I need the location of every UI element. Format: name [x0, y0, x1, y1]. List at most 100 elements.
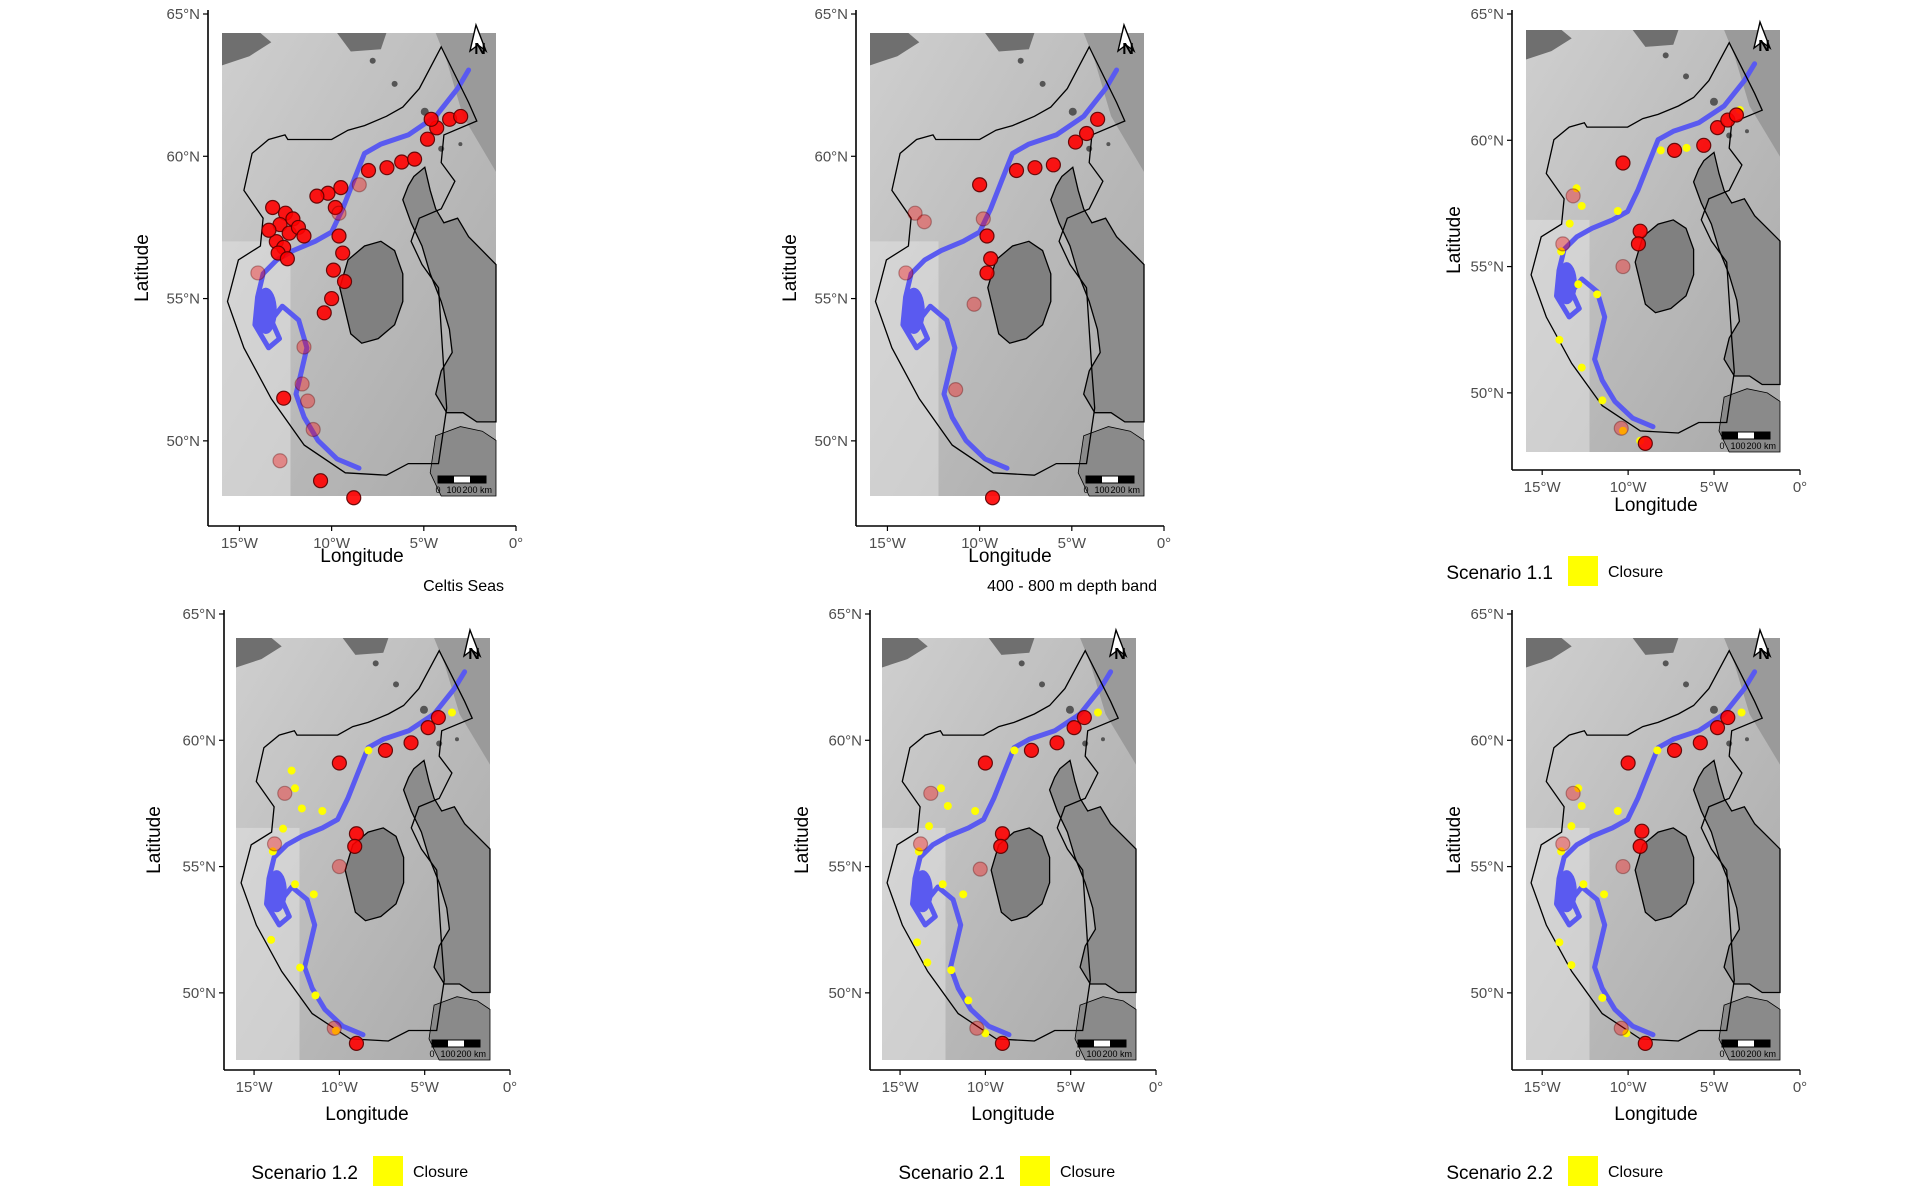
closure-point	[943, 801, 952, 810]
island	[1709, 705, 1718, 714]
legend-label: Closure	[1608, 1164, 1663, 1181]
closure-point	[1093, 708, 1102, 717]
scale-label: 100	[446, 485, 461, 495]
x-tick-label: 0°	[509, 535, 523, 552]
greenland-land	[222, 33, 272, 66]
deep-sea-shading	[236, 827, 300, 1060]
x-tick-label: 10°W	[967, 1079, 1005, 1096]
legend-closure-key	[373, 1156, 403, 1186]
north-arrow-icon	[1116, 22, 1136, 54]
x-tick-label: 15°W	[1524, 479, 1562, 496]
island	[1068, 107, 1077, 116]
vme-record-point	[979, 265, 995, 281]
closure-point	[937, 784, 946, 793]
x-tick-label: 15°W	[236, 1079, 274, 1096]
y-tick-label: 55°N	[166, 291, 200, 308]
x-tick-label: 5°W	[1058, 535, 1087, 552]
closure-point	[1600, 890, 1609, 899]
vme-record-point	[1615, 155, 1631, 171]
depth-band-porcupine	[254, 287, 277, 334]
y-tick-label: 50°N	[182, 985, 216, 1002]
vme-record-point	[312, 473, 329, 489]
north-arrow-label: N	[1758, 646, 1770, 663]
closure-point	[1682, 143, 1691, 152]
legend-title: Scenario 1.1	[1446, 563, 1553, 584]
closure-point	[1653, 746, 1662, 755]
island	[419, 705, 428, 714]
island	[454, 737, 459, 742]
deep-sea-shading	[870, 241, 939, 496]
closure-point	[291, 784, 300, 793]
vme-record-point	[1666, 742, 1683, 758]
vme-record-point	[916, 214, 932, 230]
island	[1709, 97, 1718, 106]
closure-point	[279, 824, 288, 833]
island	[1018, 660, 1025, 667]
scale-label: 200	[462, 485, 477, 495]
y-tick-label: 55°N	[814, 291, 848, 308]
vme-record-point	[1692, 735, 1708, 751]
vme-record-point	[1613, 1020, 1629, 1036]
greenland-land	[882, 638, 928, 668]
closure-point	[981, 1029, 990, 1038]
x-tick-label: 5°W	[410, 1079, 439, 1096]
island	[372, 660, 379, 667]
island	[369, 57, 376, 64]
vme-record-point	[972, 861, 988, 877]
closure-point	[1579, 880, 1588, 889]
iceland-land	[1632, 30, 1679, 47]
scale-bar-segment	[1078, 1040, 1094, 1047]
greenland-land	[236, 638, 282, 668]
island	[1683, 73, 1690, 80]
vme-record-point	[994, 826, 1011, 842]
north-arrow-label: N	[468, 646, 480, 663]
iceland-land	[1632, 638, 1679, 655]
x-tick-label: 15°W	[221, 535, 259, 552]
x-tick-label: 0°	[1157, 535, 1171, 552]
scale-label: 200	[1102, 1049, 1117, 1059]
ireland-land	[339, 240, 404, 344]
vme-record-point	[977, 755, 993, 771]
ecoregion-boundary	[240, 649, 474, 1042]
y-tick-label: 50°N	[1470, 385, 1504, 402]
island	[458, 142, 463, 147]
ecoregion-boundary	[1530, 649, 1764, 1042]
scale-bar-segment	[1754, 432, 1770, 439]
britain-land	[402, 166, 497, 423]
vme-record-point	[1049, 735, 1065, 751]
vme-record-point	[333, 179, 349, 196]
vme-record-point	[419, 131, 436, 147]
legend-closure-key	[1568, 1156, 1598, 1186]
depth-band-porcupine	[1556, 262, 1577, 305]
vme-record-point	[898, 265, 914, 281]
vme-record-point	[994, 1035, 1011, 1051]
closure-point	[297, 804, 306, 813]
scale-label: 200	[1746, 441, 1761, 451]
vme-record-point	[351, 177, 367, 193]
vme-record-point	[907, 205, 923, 221]
closure-point	[311, 991, 320, 1000]
vme-record-point	[335, 245, 351, 261]
legend: Scenario 2.1 Closure	[898, 1156, 1115, 1186]
scale-label: 0	[429, 1049, 434, 1059]
north-arrow-label: N	[1122, 41, 1134, 58]
y-tick-label: 60°N	[182, 732, 216, 749]
closure-point	[914, 847, 923, 856]
closure-point	[1656, 146, 1665, 155]
scale-bar-segment	[438, 476, 454, 483]
island	[1100, 737, 1105, 742]
iceland-land	[337, 33, 387, 52]
y-axis-title: Latitude	[132, 234, 153, 302]
vme-record-point	[1613, 420, 1629, 436]
map-frame: 15°W 10°W 5°W 0° 50°N 55°N 60°N 65°N Longitude La…	[792, 606, 1163, 1125]
vme-record-point	[1078, 125, 1095, 142]
island	[1039, 681, 1046, 688]
north-arrow-icon	[1752, 19, 1772, 51]
x-axis-title: Longitude	[325, 1104, 408, 1125]
legend-label: Closure	[413, 1164, 468, 1181]
vme-record-point	[430, 709, 446, 726]
vme-record-point	[348, 1035, 365, 1051]
y-tick-label: 50°N	[828, 985, 862, 1002]
closure-point	[331, 1026, 340, 1035]
vme-record-point	[1615, 858, 1631, 875]
